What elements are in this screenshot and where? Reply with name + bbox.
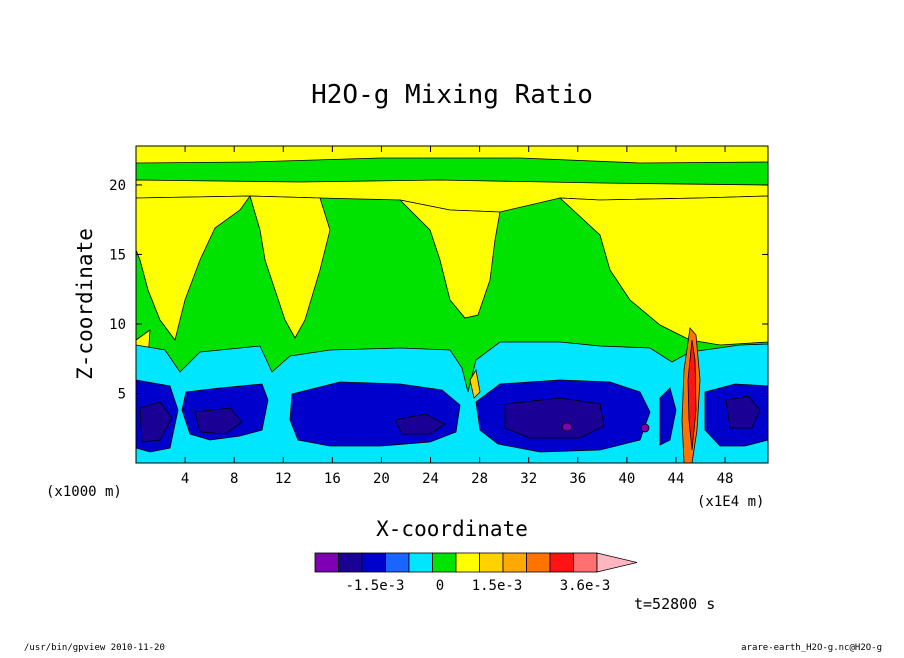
field-dry-lobe-center	[398, 199, 501, 319]
colorbar-swatch	[361, 552, 386, 573]
colorbar-label: 3.6e-3	[560, 578, 611, 594]
field-plume-core	[687, 339, 697, 451]
x-unit-label: (x1000 m)	[46, 484, 122, 500]
y-tick-label: 10	[109, 317, 126, 333]
x-tick-label: 16	[324, 471, 341, 487]
x-tick-label: 20	[373, 471, 390, 487]
colorbar-swatch	[314, 552, 339, 573]
colorbar-swatch	[549, 552, 574, 573]
colorbar-arrow	[596, 552, 638, 573]
footer-right: arare-earth_H2O-g.nc@H2O-g	[741, 643, 882, 653]
colorbar-swatch	[479, 552, 504, 573]
field-moist-core	[139, 395, 761, 443]
plot-frame	[135, 145, 769, 464]
time-label: t=52800 s	[634, 595, 715, 613]
colorbar-swatch	[408, 552, 433, 573]
field-dry-lobe-right	[558, 195, 768, 346]
x-tick-label: 24	[422, 471, 439, 487]
colorbar-label: -1.5e-3	[345, 578, 404, 594]
field-dry-upper-band	[136, 146, 768, 164]
colorbar-labels: -1.5e-3 0 1.5e-3 3.6e-3	[345, 578, 610, 594]
y-axis: 5 10 15 20	[109, 178, 768, 402]
x-tick-label: 28	[471, 471, 488, 487]
colorbar-swatch	[455, 552, 480, 573]
y-axis-label: Z-coordinate	[73, 228, 97, 380]
colorbar-swatch	[338, 552, 363, 573]
field-purple-spot-1	[561, 422, 573, 432]
y-tick-label: 5	[118, 386, 126, 402]
x-tick-label: 32	[520, 471, 537, 487]
field-purple-spot-2	[640, 423, 650, 433]
field-dry-lobe-left-mid	[249, 195, 331, 339]
colorbar-swatch	[573, 552, 598, 573]
y-tick-label: 20	[109, 178, 126, 194]
colorbar-swatch	[385, 552, 410, 573]
x-axis: 4 8 12 16 20 24 28 32 36 40 44 48	[181, 146, 734, 487]
chart-title: H2O-g Mixing Ratio	[311, 80, 593, 110]
x-tick-label: 40	[618, 471, 635, 487]
colorbar-swatch	[502, 552, 527, 573]
x-multiplier-label: (x1E4 m)	[697, 494, 764, 510]
x-tick-label: 48	[717, 471, 734, 487]
x-axis-label: X-coordinate	[376, 517, 528, 541]
colorbar-label: 1.5e-3	[472, 578, 523, 594]
field-dry-lobe-left	[136, 195, 251, 341]
x-tick-label: 36	[569, 471, 586, 487]
x-tick-label: 44	[668, 471, 685, 487]
colorbar-swatch	[526, 552, 551, 573]
y-tick-label: 15	[109, 247, 126, 263]
colorbar-label: 0	[436, 578, 444, 594]
colorbar-swatch	[432, 552, 457, 573]
x-tick-label: 8	[230, 471, 238, 487]
field-plume-left	[469, 368, 481, 399]
x-tick-label: 12	[275, 471, 292, 487]
colorbar	[314, 552, 638, 573]
footer-left: /usr/bin/gpview 2010-11-20	[24, 643, 165, 653]
x-tick-label: 4	[181, 471, 189, 487]
plot-area	[135, 145, 769, 464]
